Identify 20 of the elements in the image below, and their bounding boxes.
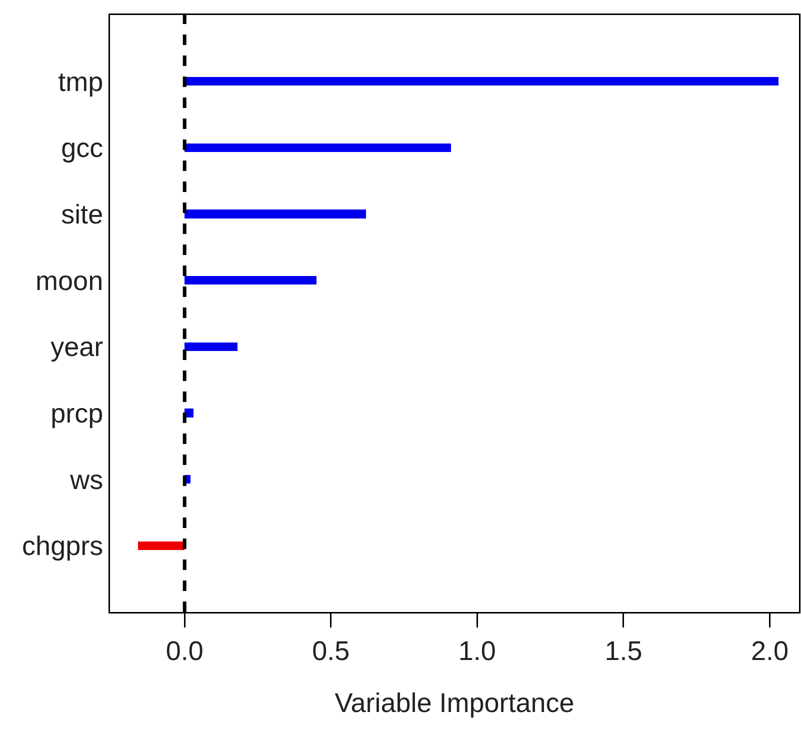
y-tick-label: tmp [58,66,104,97]
bar [184,143,451,152]
bar [184,210,366,218]
x-axis-title: Variable Importance [334,688,574,718]
x-tick-label: 0.0 [166,636,204,666]
bar [184,77,779,86]
y-tick-label: chgprs [22,531,104,562]
x-tick-label: 1.5 [604,636,642,666]
y-tick-label: moon [36,266,104,296]
x-tick-label: 0.5 [312,636,350,666]
bar [184,342,238,351]
y-tick-label: ws [69,464,104,495]
y-tick-label: gcc [61,133,104,164]
x-tick-label: 2.0 [750,636,789,666]
bar [184,276,316,285]
x-tick-label: 1.0 [458,636,496,666]
y-tick-label: prcp [50,398,104,428]
y-tick-label: year [50,332,104,362]
y-tick-label: site [61,199,104,230]
bar [138,541,185,550]
